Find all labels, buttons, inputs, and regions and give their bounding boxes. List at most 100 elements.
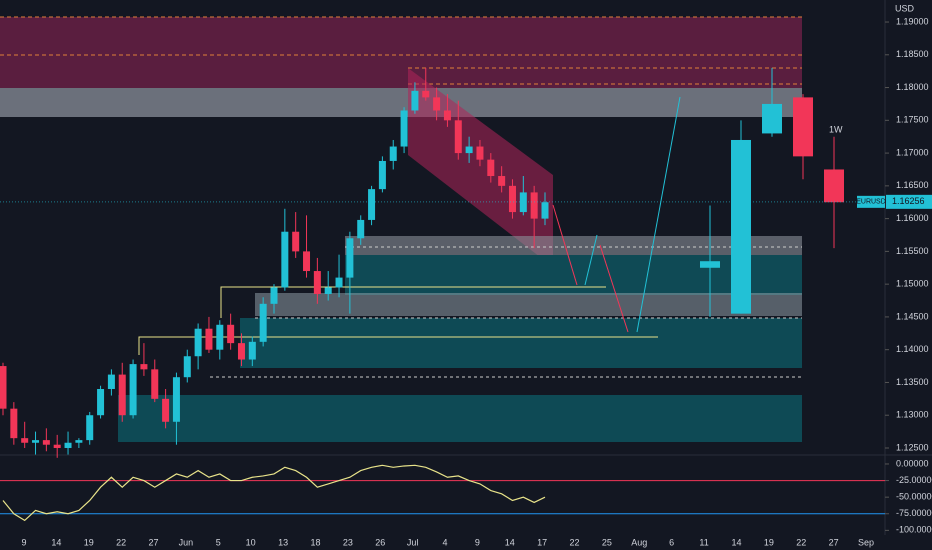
y-tick-label: 1.17500 xyxy=(896,115,929,125)
candle-body xyxy=(237,343,245,360)
x-tick-label: 23 xyxy=(343,537,353,547)
candle-body xyxy=(140,364,148,370)
candle-body xyxy=(824,169,844,203)
candle-body xyxy=(292,231,300,252)
price-tag-label: 1.16256 xyxy=(892,196,925,206)
x-tick-label: 18 xyxy=(310,537,320,547)
x-tick-label: Sep xyxy=(858,537,874,547)
y-tick-label: -25.00000 xyxy=(896,475,932,485)
y-tick-label: 1.13000 xyxy=(896,410,929,420)
x-tick-label: 5 xyxy=(216,537,221,547)
supply-zone xyxy=(0,17,802,88)
candle-body xyxy=(487,159,495,177)
path-arrow xyxy=(599,244,629,333)
x-tick-label: 14 xyxy=(505,537,515,547)
candle-body xyxy=(368,189,376,220)
candle-body xyxy=(172,377,180,422)
x-tick-label: 27 xyxy=(829,537,839,547)
candle-body xyxy=(519,192,527,213)
candle-body xyxy=(64,442,72,448)
path-arrow xyxy=(636,96,681,333)
candle-body xyxy=(443,110,451,121)
x-tick-label: 9 xyxy=(21,537,26,547)
y-tick-label: -75.00000 xyxy=(896,508,932,518)
candle-body xyxy=(324,287,332,294)
y-tick-label: 1.15500 xyxy=(896,246,929,256)
y-tick-label: 1.16500 xyxy=(896,180,929,190)
x-tick-label: 25 xyxy=(602,537,612,547)
level-line xyxy=(138,336,658,355)
candle-body xyxy=(400,110,408,147)
x-tick-label: 14 xyxy=(51,537,61,547)
y-tick-label: 1.16000 xyxy=(896,213,929,223)
candle-body xyxy=(259,303,267,342)
x-tick-label: Jul xyxy=(407,537,419,547)
candle-body xyxy=(97,389,105,416)
candle-body xyxy=(194,328,202,357)
candle-body xyxy=(107,374,115,390)
candle-body xyxy=(0,366,7,409)
x-tick-label: 19 xyxy=(764,537,774,547)
candle-body xyxy=(53,444,61,448)
price-tag xyxy=(886,194,932,209)
candle-body xyxy=(731,139,751,314)
candle-body xyxy=(793,97,813,157)
x-tick-label: 26 xyxy=(375,537,385,547)
candle-body xyxy=(313,271,321,294)
symbol-label: EURUSD xyxy=(856,199,886,206)
candle-body xyxy=(129,364,137,416)
x-tick-label: 9 xyxy=(475,537,480,547)
x-tick-label: 22 xyxy=(796,537,806,547)
candle-body xyxy=(454,120,462,154)
x-tick-label: 27 xyxy=(149,537,159,547)
candle-body xyxy=(32,440,40,443)
candle-body xyxy=(21,438,29,443)
x-tick-label: Aug xyxy=(631,537,647,547)
support-band xyxy=(255,293,802,316)
candle-body xyxy=(508,185,516,213)
demand-zone xyxy=(118,395,802,442)
candle-body xyxy=(465,146,473,154)
candle-body xyxy=(357,219,365,239)
y-tick-label: 1.13500 xyxy=(896,377,929,387)
candle-body xyxy=(227,324,235,344)
candle-body xyxy=(281,231,289,288)
x-tick-label: 19 xyxy=(84,537,94,547)
candle-body xyxy=(422,90,430,98)
path-arrow xyxy=(584,234,598,286)
y-tick-label: 1.19000 xyxy=(896,16,929,26)
level-line xyxy=(220,286,606,318)
x-tick-label: 22 xyxy=(116,537,126,547)
y-tick-label: 1.18000 xyxy=(896,82,929,92)
x-tick-label: 22 xyxy=(570,537,580,547)
candle-body xyxy=(541,202,549,219)
symbol-tag xyxy=(857,195,885,208)
candle-body xyxy=(248,341,256,360)
x-tick-label: 11 xyxy=(699,537,708,547)
candle-body xyxy=(389,146,397,161)
candle-body xyxy=(335,277,343,288)
y-tick-label: 1.18500 xyxy=(896,49,929,59)
x-tick-label: 13 xyxy=(278,537,288,547)
candle-body xyxy=(42,440,50,445)
candle-body xyxy=(205,328,213,350)
y-tick-label: 1.14500 xyxy=(896,311,929,321)
candle-body xyxy=(86,415,94,441)
candle-body xyxy=(270,287,278,304)
x-tick-label: 6 xyxy=(669,537,674,547)
support-band xyxy=(345,236,802,255)
candle-body xyxy=(433,97,441,111)
candle-body xyxy=(10,408,18,439)
oscillator-line xyxy=(2,464,546,522)
x-tick-label: 10 xyxy=(246,537,256,547)
candle-body xyxy=(530,192,538,219)
candle-body xyxy=(700,261,720,268)
y-tick-label: -50.00000 xyxy=(896,492,932,502)
y-tick-label: 0.00000 xyxy=(896,458,929,468)
candle-body xyxy=(498,176,506,186)
candle-body xyxy=(183,356,191,378)
candle-body xyxy=(118,374,126,416)
candle-body xyxy=(476,146,484,160)
path-arrow xyxy=(552,204,578,286)
